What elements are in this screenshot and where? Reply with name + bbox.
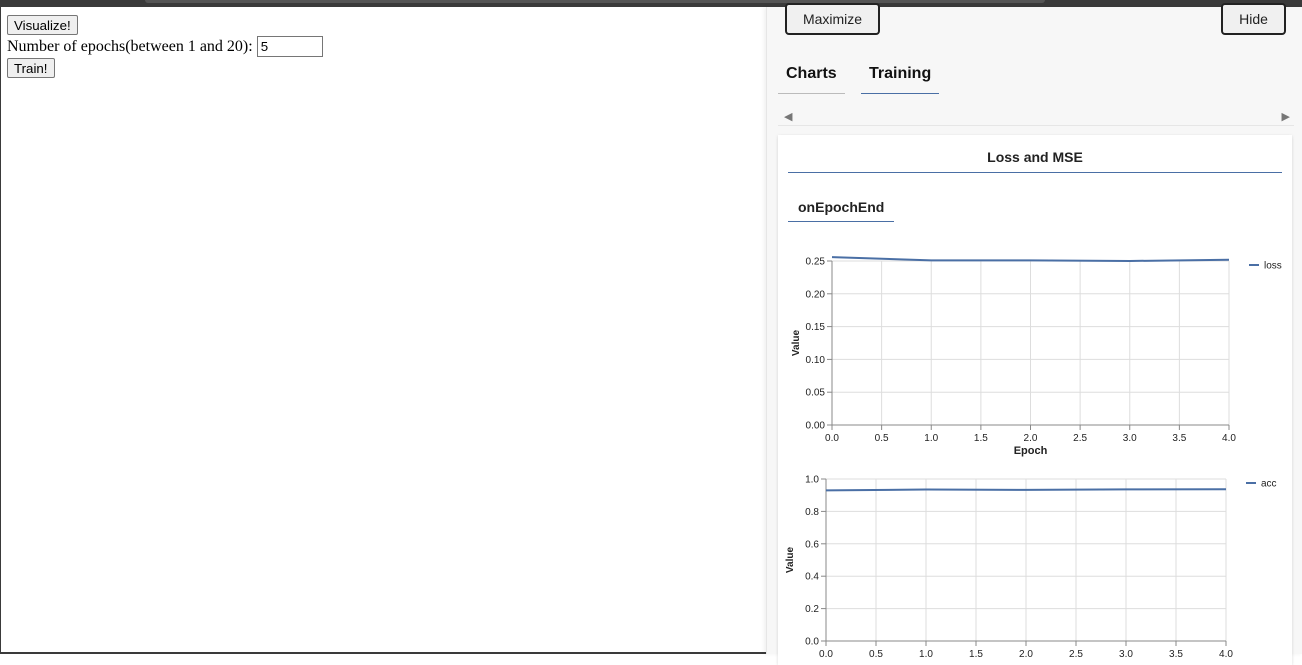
- x-tick-label: 0.5: [869, 649, 883, 660]
- scroll-left-icon[interactable]: ◀: [784, 110, 792, 123]
- y-tick-label: 0.20: [806, 289, 826, 300]
- x-tick-label: 2.5: [1073, 433, 1087, 444]
- acc-chart: 0.0 0.2 0.4 0.6 0.8 1.0 0.0 0.5 1.0 1.5 2.0 2.5 3.0 3…: [778, 461, 1292, 661]
- y-axis-label: Value: [785, 547, 796, 574]
- legend-label-acc: acc: [1261, 479, 1277, 490]
- x-tick-label: 4.0: [1222, 433, 1236, 444]
- window-top-bar: [0, 0, 1302, 7]
- x-tick-label: 1.5: [969, 649, 983, 660]
- x-tick-label: 2.0: [1019, 649, 1033, 660]
- y-tick-label: 0.2: [805, 604, 819, 615]
- x-tick-label: 1.0: [919, 649, 933, 660]
- x-tick-label: 2.0: [1024, 433, 1038, 444]
- x-tick-label: 3.5: [1169, 649, 1183, 660]
- legend-label-loss: loss: [1264, 261, 1282, 272]
- x-tick-label: 1.0: [924, 433, 938, 444]
- y-tick-label: 0.25: [806, 257, 826, 268]
- x-tick-label: 0.0: [825, 433, 839, 444]
- x-tick-label: 0.0: [819, 649, 833, 660]
- y-tick-label: 1.0: [805, 475, 819, 486]
- window-tab-strip: [145, 0, 1045, 3]
- x-tick-label: 1.5: [974, 433, 988, 444]
- visor-panel: Maximize Hide Charts Training ◀ ▶ Loss a…: [766, 7, 1302, 654]
- x-tick-label: 3.0: [1123, 433, 1137, 444]
- train-button[interactable]: Train!: [7, 58, 55, 78]
- tab-scroller: ◀ ▶: [778, 107, 1294, 126]
- x-tick-label: 2.5: [1069, 649, 1083, 660]
- x-tick-label: 3.0: [1119, 649, 1133, 660]
- y-tick-label: 0.6: [805, 539, 819, 550]
- visualize-button[interactable]: Visualize!: [7, 15, 78, 35]
- y-tick-label: 0.00: [806, 421, 826, 432]
- x-axis-label: Epoch: [1014, 445, 1048, 457]
- y-tick-label: 0.15: [806, 322, 826, 333]
- maximize-button[interactable]: Maximize: [785, 3, 880, 35]
- x-tick-label: 4.0: [1219, 649, 1233, 660]
- tab-charts[interactable]: Charts: [778, 63, 845, 94]
- epochs-row: Number of epochs(between 1 and 20):: [7, 36, 323, 57]
- epochs-label: Number of epochs(between 1 and 20):: [7, 38, 253, 55]
- scroll-right-icon[interactable]: ▶: [1282, 110, 1290, 123]
- surface-title: Loss and MSE: [788, 149, 1282, 173]
- y-tick-label: 0.10: [806, 355, 826, 366]
- y-tick-label: 0.0: [805, 637, 819, 648]
- page-content: Visualize! Number of epochs(between 1 an…: [7, 15, 323, 78]
- tab-training[interactable]: Training: [861, 63, 939, 94]
- y-tick-label: 0.8: [805, 507, 819, 518]
- x-tick-label: 0.5: [875, 433, 889, 444]
- y-tick-label: 0.4: [805, 572, 819, 583]
- loss-chart: 0.00 0.05 0.10 0.15 0.20 0.25 0.0 0.5 1.0 1.5 2.0 2…: [778, 235, 1292, 461]
- surface-card: Loss and MSE onEpochEnd 0.00 0.05 0.10 0.15…: [778, 135, 1292, 665]
- y-axis-label: Value: [791, 330, 802, 357]
- window-left-edge: [0, 7, 1, 654]
- x-tick-label: 3.5: [1172, 433, 1186, 444]
- hide-button[interactable]: Hide: [1221, 3, 1286, 35]
- subtab-onepochend[interactable]: onEpochEnd: [788, 199, 894, 222]
- epochs-input[interactable]: [257, 36, 323, 57]
- y-tick-label: 0.05: [806, 388, 826, 399]
